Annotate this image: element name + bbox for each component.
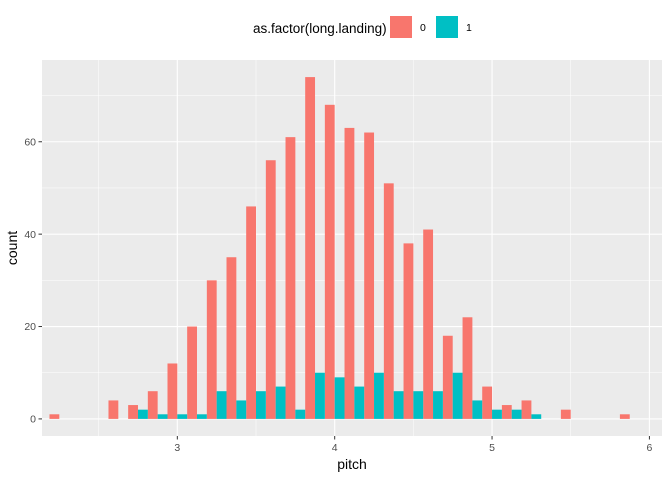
bar-series-0 <box>403 243 414 419</box>
y-tick-label: 40 <box>24 229 36 241</box>
legend-key-1 <box>436 16 458 38</box>
bar-series-1 <box>334 377 345 419</box>
bar-series-0 <box>167 363 178 419</box>
legend-title: as.factor(long.landing) <box>253 21 387 36</box>
bar-series-1 <box>492 409 502 419</box>
bar-series-0 <box>501 405 512 419</box>
bar-series-1 <box>452 372 463 419</box>
bar-series-0 <box>108 400 119 419</box>
bars <box>49 77 630 419</box>
bar-series-1 <box>433 391 443 419</box>
bar-series-0 <box>206 280 217 419</box>
bar-series-0 <box>423 229 434 419</box>
bar-series-0 <box>246 206 257 419</box>
bar-series-1 <box>197 414 207 419</box>
bar-series-0 <box>442 335 453 419</box>
bar-series-1 <box>531 414 542 419</box>
legend-label-0: 0 <box>420 22 426 34</box>
y-tick-label: 60 <box>24 136 36 148</box>
bar-series-0 <box>187 326 197 419</box>
bar-series-1 <box>511 409 522 419</box>
legend: as.factor(long.landing) 0 1 <box>253 16 472 38</box>
bar-series-0 <box>226 257 237 419</box>
bar-series-1 <box>177 414 188 419</box>
bar-series-0 <box>383 183 394 419</box>
bar-series-0 <box>305 77 316 419</box>
bar-series-1 <box>157 414 168 419</box>
bar-series-0 <box>462 317 473 419</box>
x-tick-label: 4 <box>332 442 338 454</box>
y-axis-title: count <box>4 231 20 265</box>
bar-series-0 <box>619 414 630 419</box>
bar-series-1 <box>216 391 227 419</box>
bar-series-0 <box>128 405 138 419</box>
bar-series-0 <box>482 386 493 419</box>
x-tick-label: 6 <box>646 442 652 454</box>
legend-key-0 <box>390 16 412 38</box>
bar-series-0 <box>560 409 571 419</box>
bar-series-1 <box>413 391 424 419</box>
bar-series-0 <box>521 400 532 419</box>
x-tick-label: 5 <box>489 442 495 454</box>
bar-series-0 <box>364 132 375 419</box>
x-tick-label: 3 <box>174 442 180 454</box>
bar-series-1 <box>393 391 404 419</box>
legend-label-1: 1 <box>466 22 472 34</box>
bar-series-1 <box>137 409 148 419</box>
bar-series-1 <box>275 386 286 419</box>
bar-series-1 <box>236 400 247 419</box>
bar-series-0 <box>344 127 355 419</box>
y-tick-label: 20 <box>24 321 36 333</box>
bar-series-0 <box>324 104 335 419</box>
bar-series-0 <box>147 391 158 419</box>
bar-series-1 <box>315 372 325 419</box>
bar-series-1 <box>374 372 384 419</box>
bar-series-0 <box>285 137 296 419</box>
y-tick-label: 0 <box>30 414 36 426</box>
bar-series-1 <box>472 400 483 419</box>
bar-series-0 <box>49 414 60 419</box>
x-axis-title: pitch <box>337 456 367 472</box>
bar-series-1 <box>295 409 306 419</box>
bar-series-1 <box>354 386 365 419</box>
bar-series-0 <box>265 160 276 419</box>
bar-series-1 <box>256 391 266 419</box>
